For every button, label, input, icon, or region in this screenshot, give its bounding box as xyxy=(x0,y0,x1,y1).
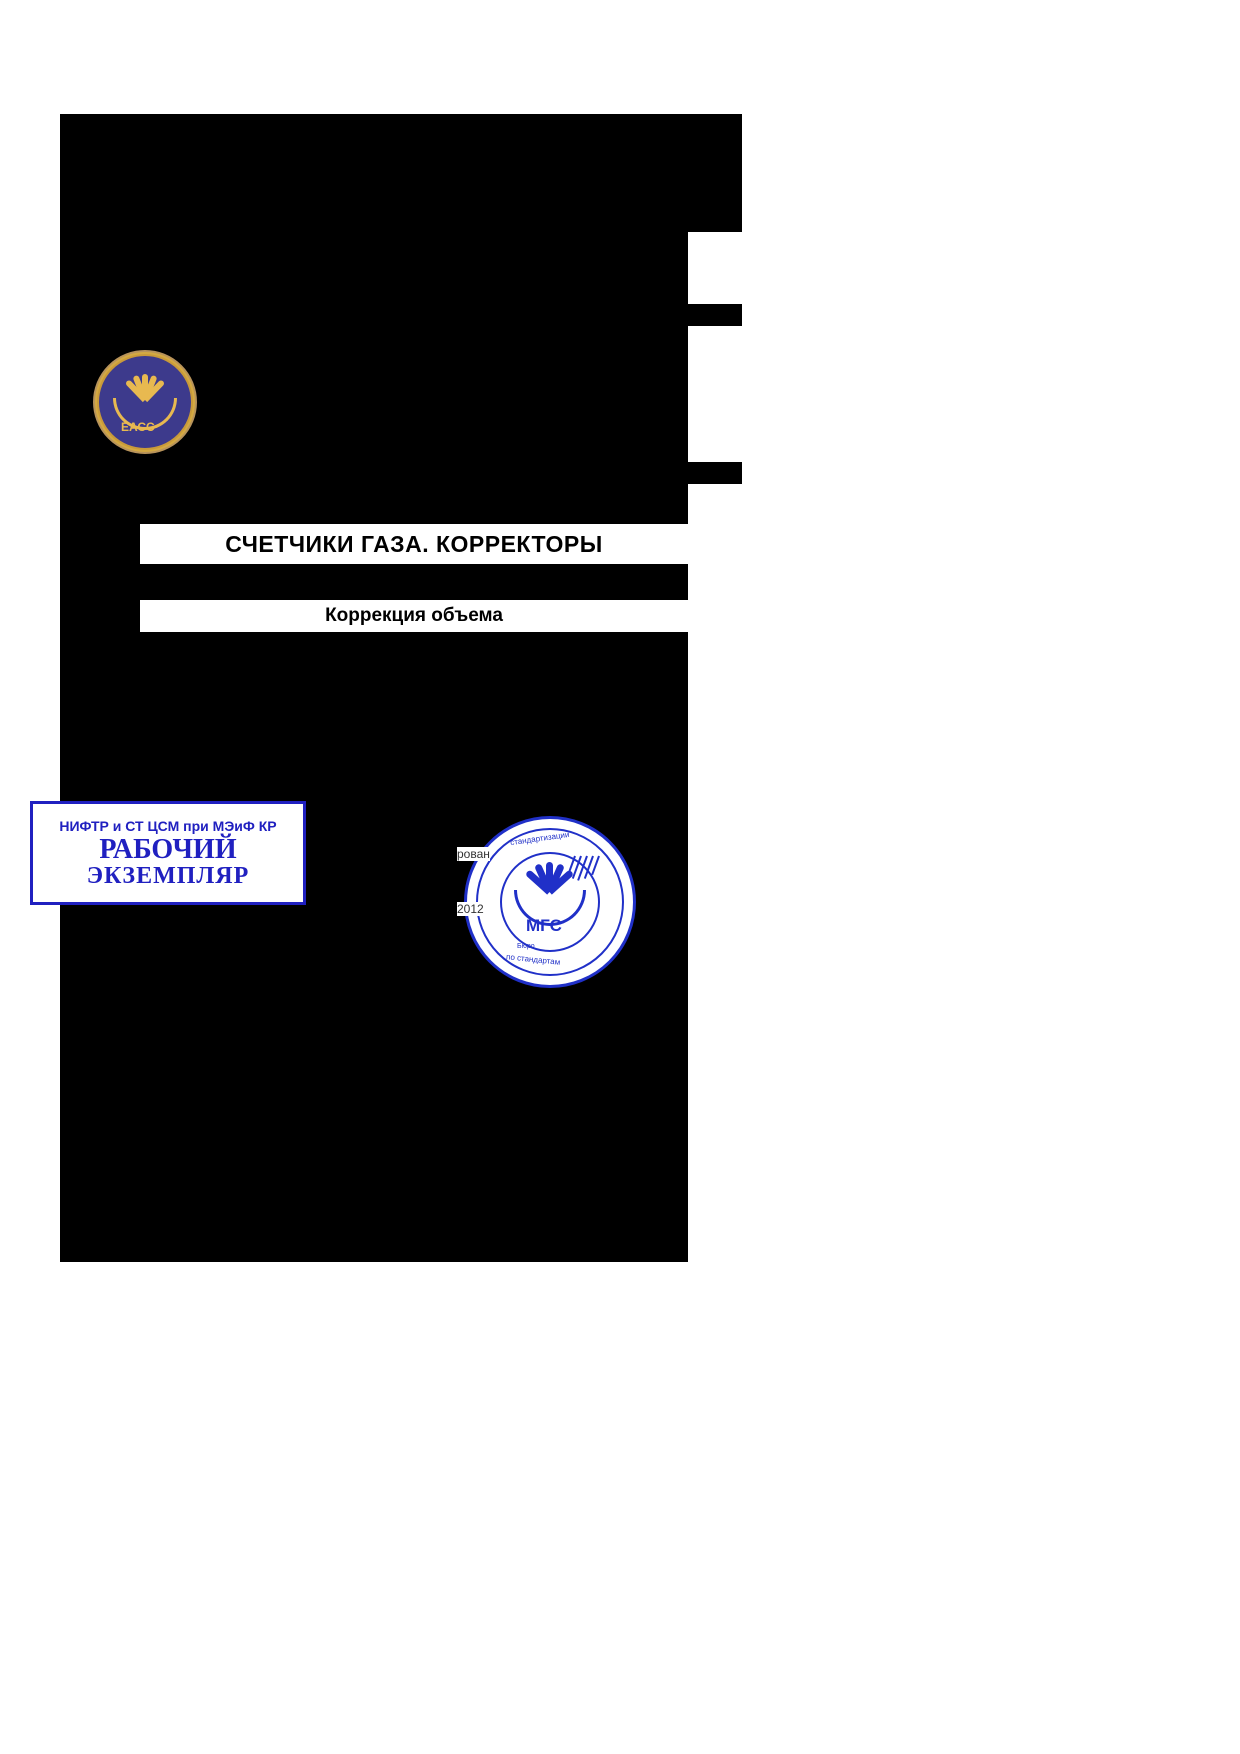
stamp-org-line: НИФТР и СТ ЦСМ при МЭиФ КР xyxy=(59,818,276,834)
main-black-block xyxy=(60,114,688,1262)
overlay-text-fragment-2: 2012 xyxy=(457,902,484,916)
document-subtitle: Коррекция объема xyxy=(325,605,503,627)
mgc-label: МГС xyxy=(526,916,562,936)
document-title: СЧЕТЧИКИ ГАЗА. КОРРЕКТОРЫ xyxy=(225,531,603,558)
mgc-hatch-marks xyxy=(574,856,622,886)
eacc-label: ЕАСС xyxy=(121,420,155,434)
title-band: СЧЕТЧИКИ ГАЗА. КОРРЕКТОРЫ xyxy=(140,524,688,564)
right-mid-black-block-2 xyxy=(688,462,742,484)
right-top-black-block xyxy=(688,114,742,232)
eacc-badge: ЕАСС xyxy=(93,350,197,454)
subtitle-band: Коррекция объема xyxy=(140,600,688,632)
working-copy-stamp: НИФТР и СТ ЦСМ при МЭиФ КР РАБОЧИЙ ЭКЗЕМ… xyxy=(30,801,306,905)
document-page: СЧЕТЧИКИ ГАЗА. КОРРЕКТОРЫ Коррекция объе… xyxy=(60,60,1180,1700)
stamp-main-line-2: ЭКЗЕМПЛЯР xyxy=(87,864,250,888)
mgc-small-text: Бюро xyxy=(517,943,535,950)
overlay-text-fragment-1: рован xyxy=(457,847,490,861)
stamp-main-line-1: РАБОЧИЙ xyxy=(99,836,236,864)
mgc-round-stamp: стандартизации МГС Бюро по стандартам xyxy=(464,816,636,988)
right-mid-black-block-1 xyxy=(688,304,742,326)
